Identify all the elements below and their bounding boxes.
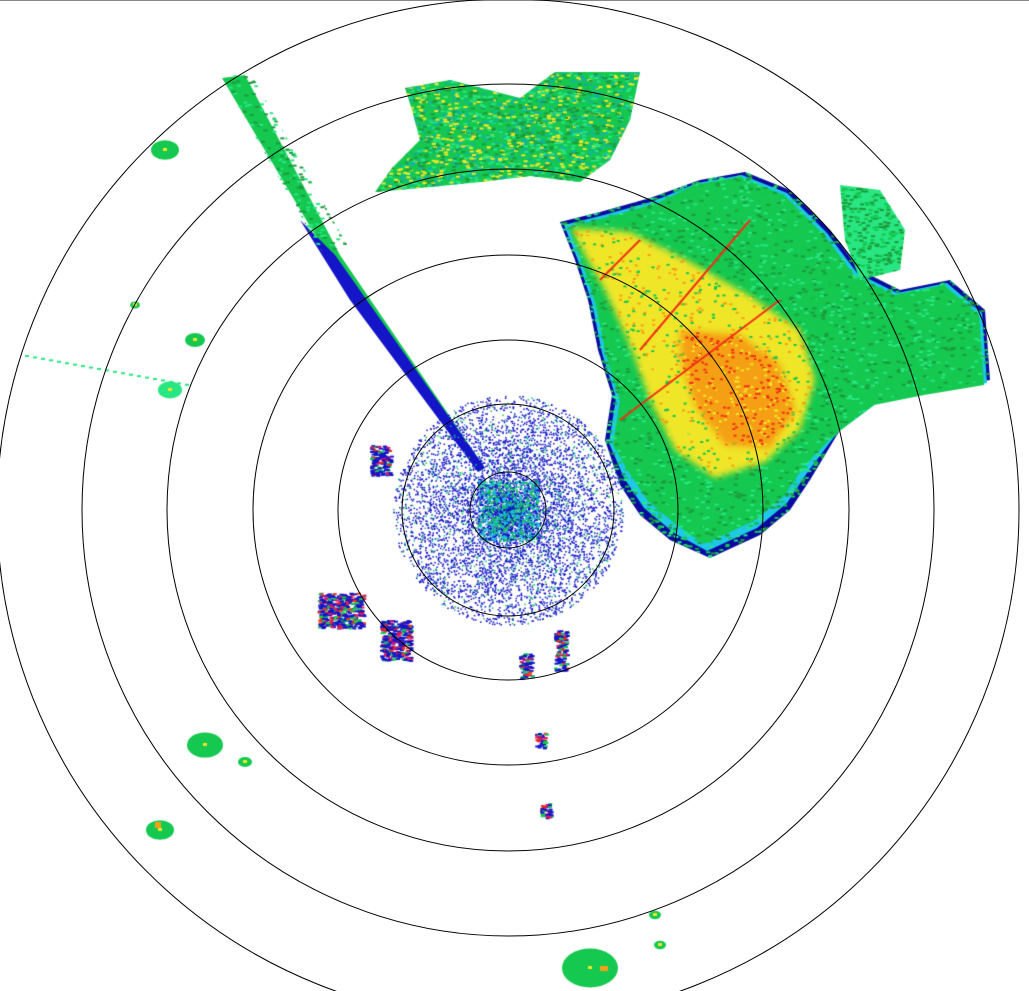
range-ring-1 <box>469 471 547 549</box>
range-ring-4 <box>252 254 764 766</box>
range-ring-2 <box>401 403 615 617</box>
range-ring-5 <box>166 168 850 852</box>
range-ring-3 <box>337 339 679 681</box>
range-ring-6 <box>81 83 935 937</box>
